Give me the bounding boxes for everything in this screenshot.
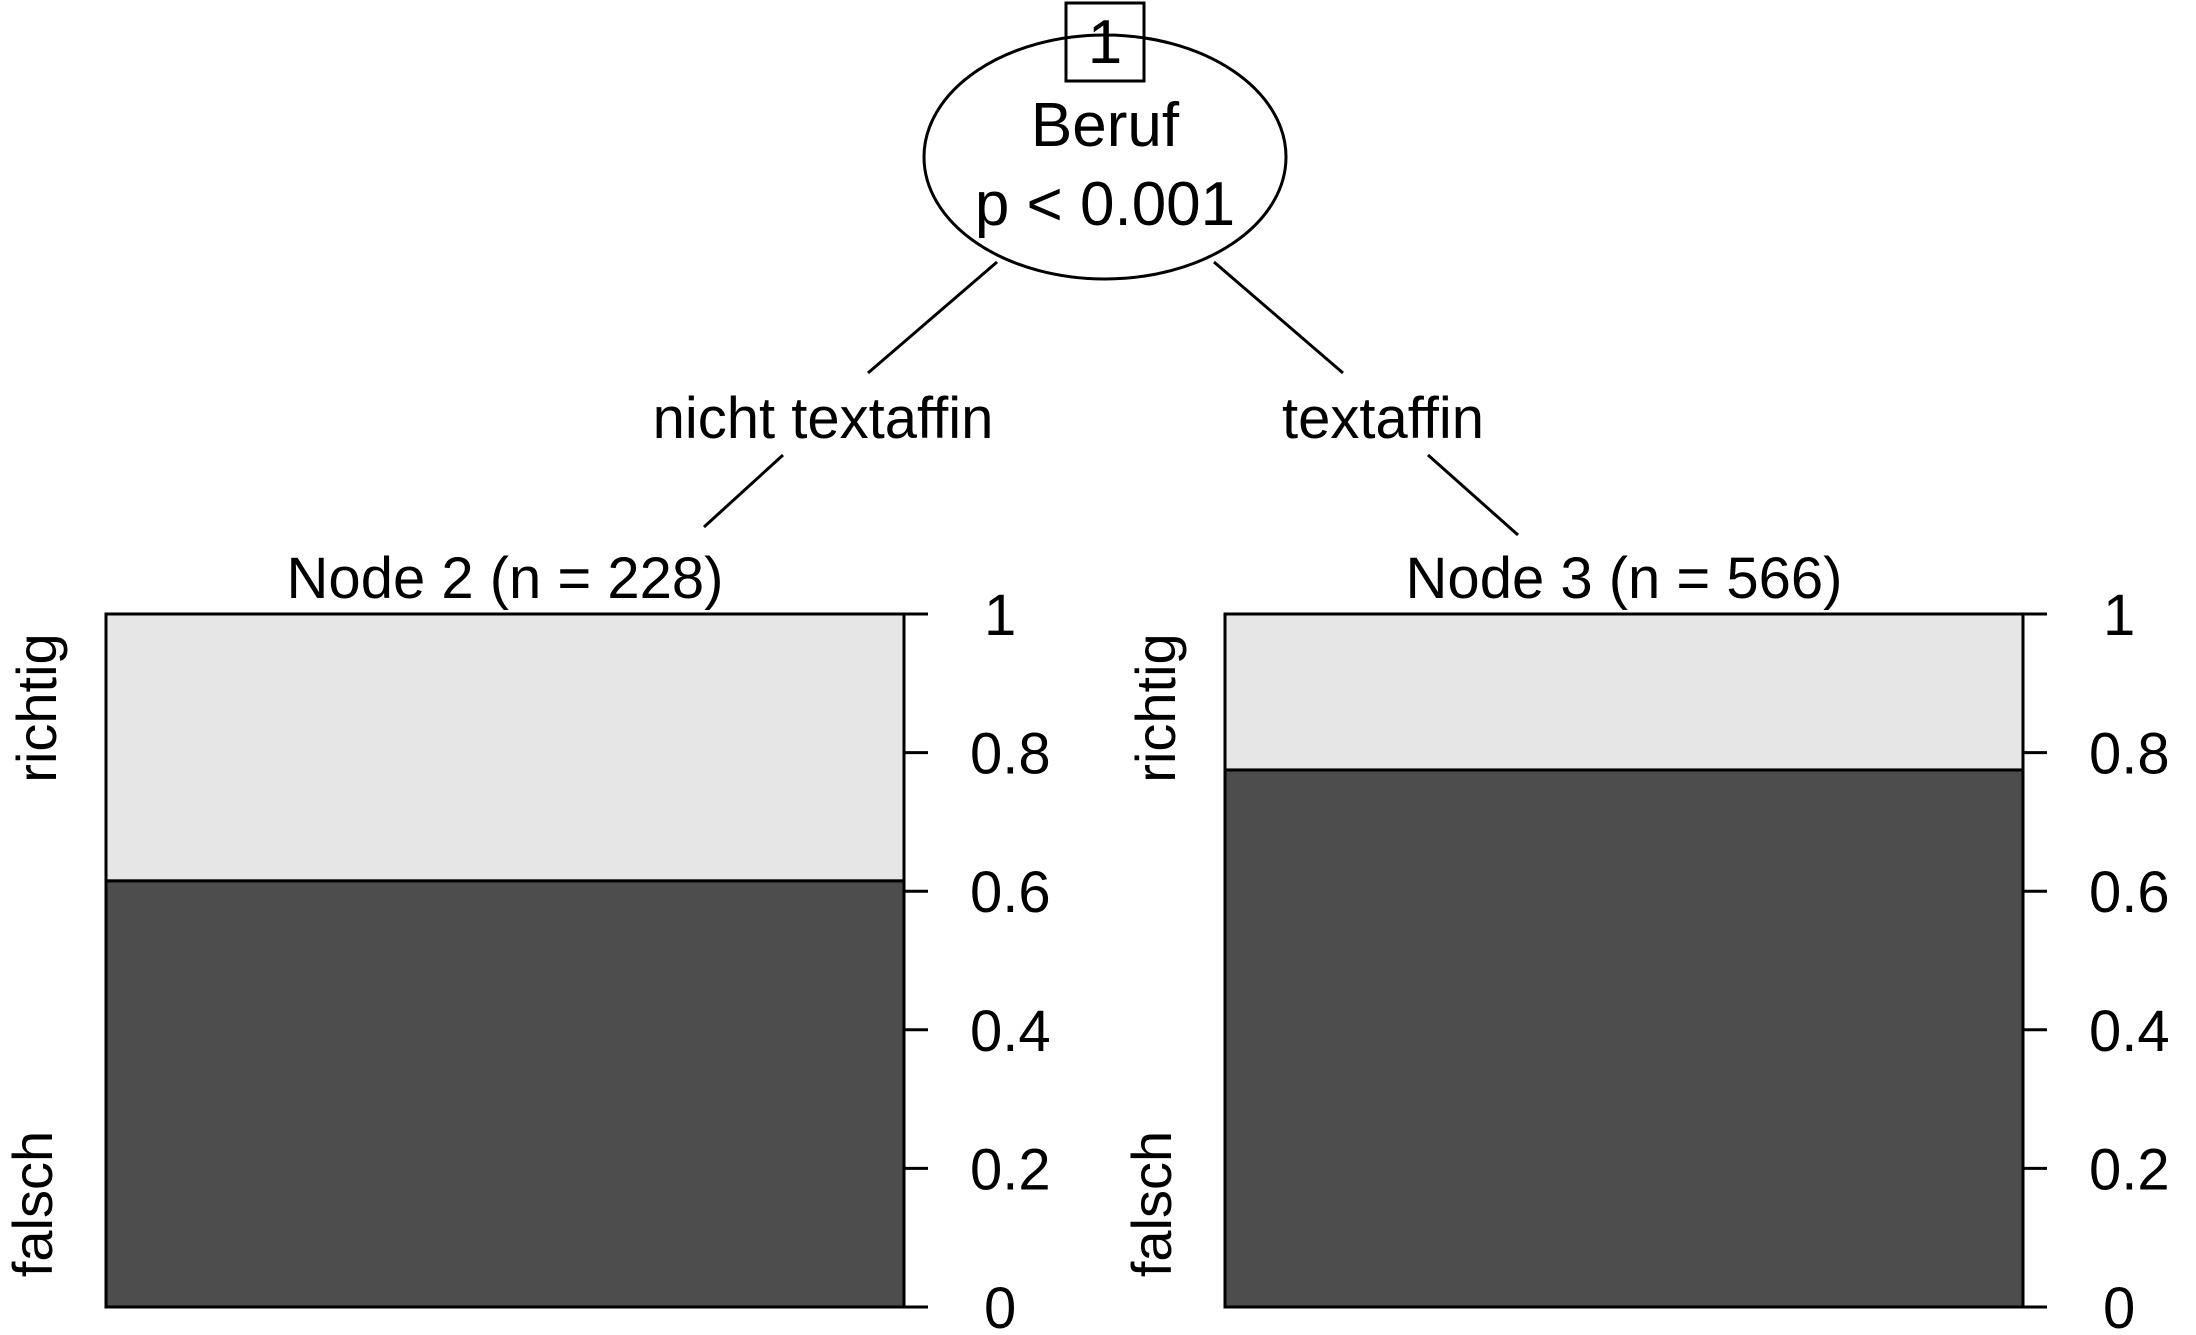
- edge-label-right: textaffin: [1282, 386, 1484, 451]
- y-tick-label: 0.6: [970, 860, 1051, 925]
- edge-left-lower: [702, 453, 785, 529]
- y-tick-label: 0.2: [2089, 1137, 2170, 1202]
- y-tick-label: 0: [984, 1276, 1016, 1335]
- edge-label-left: nicht textaffin: [653, 386, 994, 451]
- node-title: Node 3 (n = 566): [1406, 546, 1843, 611]
- terminal-node-3: Node 3 (n = 566) richtig falsch 0 0.2 0.4 0…: [1120, 546, 2170, 1335]
- node-id-box: [1064, 1, 1146, 83]
- y-tick-label: 1: [984, 583, 1016, 648]
- category-label-falsch: falsch: [1120, 1131, 1183, 1277]
- terminal-node-2: Node 2 (n = 228) richtig falsch 0 0.2 0.4 0…: [1, 546, 1051, 1335]
- category-label-richtig: richtig: [1124, 633, 1187, 782]
- y-tick-label: 0.8: [2089, 722, 2170, 787]
- y-tick-label: 0.2: [970, 1137, 1051, 1202]
- bar-richtig: [1223, 612, 2025, 772]
- node-id-label: 1: [1088, 8, 1122, 77]
- y-tick-label: 0.4: [970, 999, 1051, 1064]
- bar-richtig: [104, 612, 906, 883]
- edge-right-lower: [1427, 453, 1519, 537]
- node-title: Node 2 (n = 228): [287, 546, 724, 611]
- edges: nicht textaffin textaffin: [653, 260, 1519, 537]
- edge-right-upper: [1213, 260, 1344, 375]
- y-tick-label: 0.6: [2089, 860, 2170, 925]
- split-pvalue: p < 0.001: [975, 170, 1235, 239]
- split-node-ellipse: [922, 33, 1288, 281]
- root-node: 1 Beruf p < 0.001: [922, 1, 1288, 281]
- edge-left-upper: [867, 260, 998, 375]
- split-variable: Beruf: [1031, 91, 1180, 160]
- bar-falsch: [1223, 768, 2025, 1309]
- y-tick-label: 1: [2103, 583, 2135, 648]
- y-tick-label: 0: [2103, 1276, 2135, 1335]
- category-label-richtig: richtig: [5, 633, 68, 782]
- bar-falsch: [104, 879, 906, 1309]
- category-label-falsch: falsch: [1, 1131, 64, 1277]
- y-tick-label: 0.8: [970, 722, 1051, 787]
- y-tick-label: 0.4: [2089, 999, 2170, 1064]
